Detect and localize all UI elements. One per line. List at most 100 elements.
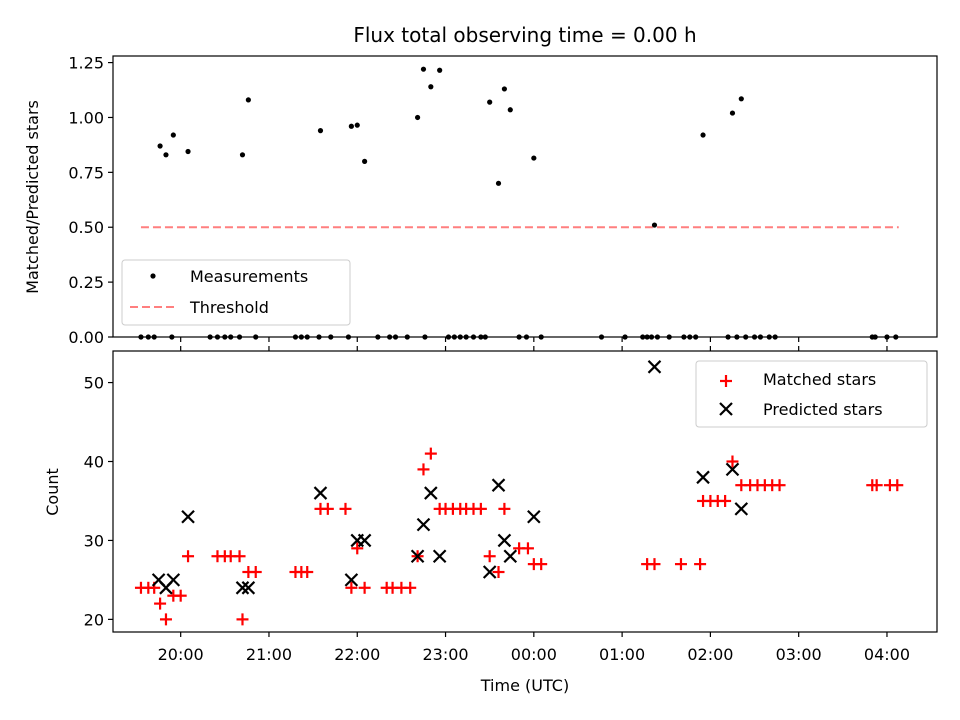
legend-measurements-marker (150, 273, 156, 279)
predicted-marker-b (235, 581, 250, 595)
predicted-star-point (725, 462, 740, 477)
measurement-point (362, 158, 368, 164)
y-tick-label: 50 (84, 374, 104, 393)
predicted-marker-b (497, 533, 512, 548)
matched-star-point (249, 566, 262, 579)
x-tick-label: 03:00 (776, 645, 822, 664)
top-chart-title: Flux total observing time = 0.00 h (353, 23, 696, 47)
predicted-marker-b (241, 581, 256, 595)
matched-star-point (492, 566, 505, 579)
matched-star-point (719, 494, 732, 507)
x-tick-label: 23:00 (422, 645, 468, 664)
predicted-marker-b (181, 509, 195, 524)
predicted-star-point (181, 509, 195, 524)
predicted-marker-b (503, 549, 518, 564)
measurement-point (738, 96, 744, 102)
matched-star-point (773, 479, 786, 492)
top-legend-box (121, 259, 351, 326)
matched-star-point (159, 613, 172, 626)
predicted-marker-b (410, 549, 425, 564)
measurement-point (317, 128, 324, 134)
predicted-star-point (491, 478, 506, 492)
matched-star-point (694, 558, 707, 571)
predicted-marker-b (527, 509, 541, 524)
matched-star-point (726, 455, 739, 468)
matched-star-point (345, 581, 358, 594)
y-tick-label: 20 (84, 610, 104, 629)
measurement-point (348, 123, 354, 129)
matched-star-point (674, 558, 687, 571)
bottom-x-axis-label: Time (UTC) (480, 676, 569, 695)
matched-star-point (174, 589, 187, 602)
measurement-point (239, 152, 246, 158)
measurement-point (354, 122, 360, 128)
predicted-marker-b (344, 573, 359, 587)
predicted-star-point (313, 486, 328, 500)
measurement-point (157, 143, 163, 149)
y-tick-label: 1.00 (68, 108, 104, 127)
measurement-point (163, 152, 169, 158)
predicted-marker-b (647, 360, 662, 374)
measurement-point (245, 97, 251, 103)
measurement-point (414, 114, 421, 121)
predicted-star-point (424, 486, 438, 500)
top-legend: Measurements Threshold (121, 259, 351, 326)
predicted-star-point (166, 573, 181, 587)
predicted-marker-b (725, 462, 740, 477)
measurement-point (185, 148, 191, 155)
predicted-star-point (647, 360, 662, 374)
matched-star-point (498, 502, 511, 515)
top-y-axis: 0.00 0.25 0.50 0.75 1.00 1.25 (68, 54, 113, 347)
bottom-y-axis-label: Count (43, 468, 62, 516)
top-y-axis-label: Matched/Predicted stars (23, 100, 42, 294)
predicted-star-point (696, 470, 710, 485)
predicted-marker-b (734, 502, 749, 516)
matched-star-point (404, 581, 417, 594)
matched-star-point (648, 558, 661, 571)
matched-star-point (891, 479, 904, 492)
top-x-axis-ticks (180, 337, 888, 342)
legend-predicted-marker (719, 402, 733, 416)
measurement-point (428, 84, 434, 90)
x-tick-label: 02:00 (687, 645, 733, 664)
predicted-star-point (357, 533, 372, 548)
predicted-star-point (734, 502, 749, 516)
y-tick-label: 1.25 (68, 54, 104, 73)
legend-matched-marker (720, 375, 732, 387)
matched-star-point (351, 542, 364, 555)
x-tick-label: 22:00 (334, 645, 380, 664)
predicted-marker-b (151, 573, 166, 587)
measurement-point (501, 86, 507, 92)
matched-star-point (424, 447, 437, 460)
bottom-x-axis: 20:00 21:00 22:00 23:00 00:00 01:00 02:00 03:00… (158, 346, 910, 664)
y-tick-label: 0.75 (68, 163, 104, 182)
x-tick-label: 04:00 (864, 645, 910, 664)
matched-star-point (154, 597, 167, 610)
bottom-plot-frame (112, 350, 938, 633)
measurement-point (487, 99, 493, 105)
matched-star-point (182, 550, 195, 563)
predicted-star-point (482, 565, 497, 579)
y-tick-label: 0.25 (68, 273, 104, 292)
bottom-legend-box (695, 360, 928, 428)
predicted-marker-b (482, 565, 497, 579)
predicted-star-point (241, 581, 256, 595)
legend-predicted-label: Predicted stars (763, 400, 883, 419)
measurement-point (437, 67, 443, 73)
y-tick-label: 30 (84, 531, 104, 550)
predicted-star-point (235, 581, 250, 595)
predicted-star-point (432, 549, 447, 564)
predicted-marker-b (166, 573, 181, 587)
measurement-point (700, 132, 706, 138)
predicted-marker-b (357, 533, 372, 548)
matched-star-point (339, 502, 352, 515)
bottom-legend: Matched stars Predicted stars (695, 360, 928, 428)
x-tick-label: 00:00 (511, 645, 557, 664)
legend-threshold-label: Threshold (189, 298, 269, 317)
predicted-marker-b (416, 517, 431, 532)
predicted-star-point (527, 509, 541, 524)
measurement-point (531, 155, 537, 161)
y-tick-label: 40 (84, 453, 104, 472)
measurement-point (507, 107, 513, 113)
